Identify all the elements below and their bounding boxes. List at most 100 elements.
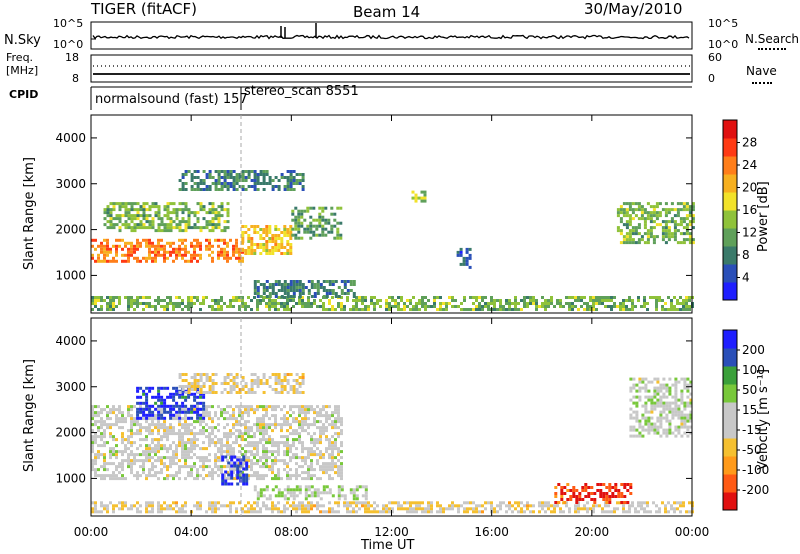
heatmap-cell — [280, 388, 284, 391]
heatmap-cell — [238, 253, 241, 257]
heatmap-cell — [289, 295, 293, 298]
heatmap-cell — [227, 482, 231, 486]
heatmap-cell — [100, 241, 103, 245]
heatmap-cell — [614, 483, 618, 486]
heatmap-cell — [346, 504, 349, 508]
heatmap-cell — [373, 507, 376, 511]
heatmap-cell — [214, 426, 217, 430]
heatmap-cell — [136, 223, 140, 227]
heatmap-cell — [259, 379, 263, 382]
heatmap-cell — [292, 501, 295, 505]
heatmap-cell — [481, 308, 484, 311]
heatmap-cell — [133, 459, 136, 463]
heatmap-cell — [247, 411, 250, 415]
heatmap-cell — [115, 250, 118, 254]
heatmap-cell — [193, 432, 196, 436]
heatmap-cell — [166, 223, 170, 227]
heatmap-cell — [133, 208, 137, 212]
heatmap-cell — [331, 308, 334, 311]
heatmap-cell — [106, 468, 109, 472]
heatmap-cell — [115, 450, 118, 454]
heatmap-cell — [478, 305, 481, 308]
heatmap-cell — [181, 423, 184, 427]
heatmap-cell — [301, 417, 304, 421]
heatmap-cell — [157, 241, 160, 245]
heatmap-cell — [295, 289, 299, 292]
heatmap-cell — [211, 391, 215, 394]
heatmap-cell — [178, 220, 182, 224]
heatmap-cell — [178, 441, 181, 445]
heatmap-cell — [628, 308, 631, 311]
heatmap-cell — [157, 447, 160, 451]
colorbar-tick-label: 16 — [742, 203, 757, 217]
heatmap-cell — [307, 504, 310, 508]
heatmap-cell — [671, 383, 675, 387]
heatmap-cell — [653, 395, 657, 399]
heatmap-cell — [336, 236, 340, 240]
heatmap-cell — [271, 283, 275, 286]
heatmap-cell — [211, 382, 215, 385]
heatmap-cell — [229, 176, 233, 179]
heatmap-cell — [583, 302, 586, 305]
heatmap-cell — [292, 289, 296, 292]
heatmap-cell — [253, 456, 256, 460]
heatmap-cell — [298, 391, 302, 394]
heatmap-cell — [569, 498, 573, 501]
heatmap-cell — [139, 244, 142, 248]
heatmap-cell — [109, 456, 112, 460]
nsearch-tick-high: 10^5 — [708, 17, 739, 30]
heatmap-cell — [421, 296, 424, 299]
heatmap-cell — [325, 411, 328, 415]
heatmap-cell — [211, 420, 214, 424]
heatmap-cell — [421, 305, 424, 308]
heatmap-cell — [310, 302, 313, 305]
heatmap-cell — [103, 259, 106, 263]
heatmap-cell — [316, 411, 319, 415]
heatmap-cell — [604, 299, 607, 302]
heatmap-cell — [274, 185, 278, 188]
heatmap-cell — [142, 453, 145, 457]
heatmap-cell — [529, 504, 532, 508]
heatmap-cell — [172, 413, 176, 417]
heatmap-cell — [637, 238, 641, 242]
heatmap-cell — [379, 299, 382, 302]
heatmap-cell — [667, 235, 671, 239]
heatmap-cell — [280, 477, 283, 481]
heatmap-cell — [157, 223, 161, 227]
heatmap-cell — [268, 240, 272, 243]
nsky-trace — [92, 34, 690, 40]
heatmap-cell — [256, 225, 260, 228]
heatmap-cell — [649, 226, 653, 230]
heatmap-cell — [193, 256, 196, 260]
heatmap-cell — [563, 486, 567, 489]
heatmap-cell — [286, 447, 289, 451]
heatmap-cell — [199, 474, 202, 478]
heatmap-cell — [217, 250, 220, 254]
heatmap-cell — [187, 471, 190, 475]
heatmap-cell — [301, 286, 305, 289]
heatmap-cell — [292, 292, 296, 295]
heatmap-cell — [655, 296, 658, 299]
heatmap-cell — [607, 305, 610, 308]
heatmap-cell — [297, 227, 301, 231]
heatmap-cell — [677, 398, 681, 402]
heatmap-cell — [385, 299, 388, 302]
heatmap-cell — [253, 423, 256, 427]
heatmap-cell — [274, 234, 278, 237]
heatmap-cell — [349, 491, 353, 495]
heatmap-cell — [172, 459, 175, 463]
y-tick-label: 3000 — [55, 380, 86, 394]
heatmap-cell — [235, 385, 239, 388]
heatmap-cell — [683, 377, 687, 381]
heatmap-cell — [256, 453, 259, 457]
heatmap-cell — [172, 241, 175, 245]
heatmap-cell — [283, 376, 287, 379]
heatmap-cell — [151, 395, 155, 399]
heatmap-cell — [625, 241, 629, 245]
heatmap-cell — [430, 305, 433, 308]
heatmap-cell — [577, 299, 580, 302]
heatmap-cell — [268, 405, 271, 409]
heatmap-cell — [130, 202, 134, 206]
heatmap-cell — [385, 305, 388, 308]
